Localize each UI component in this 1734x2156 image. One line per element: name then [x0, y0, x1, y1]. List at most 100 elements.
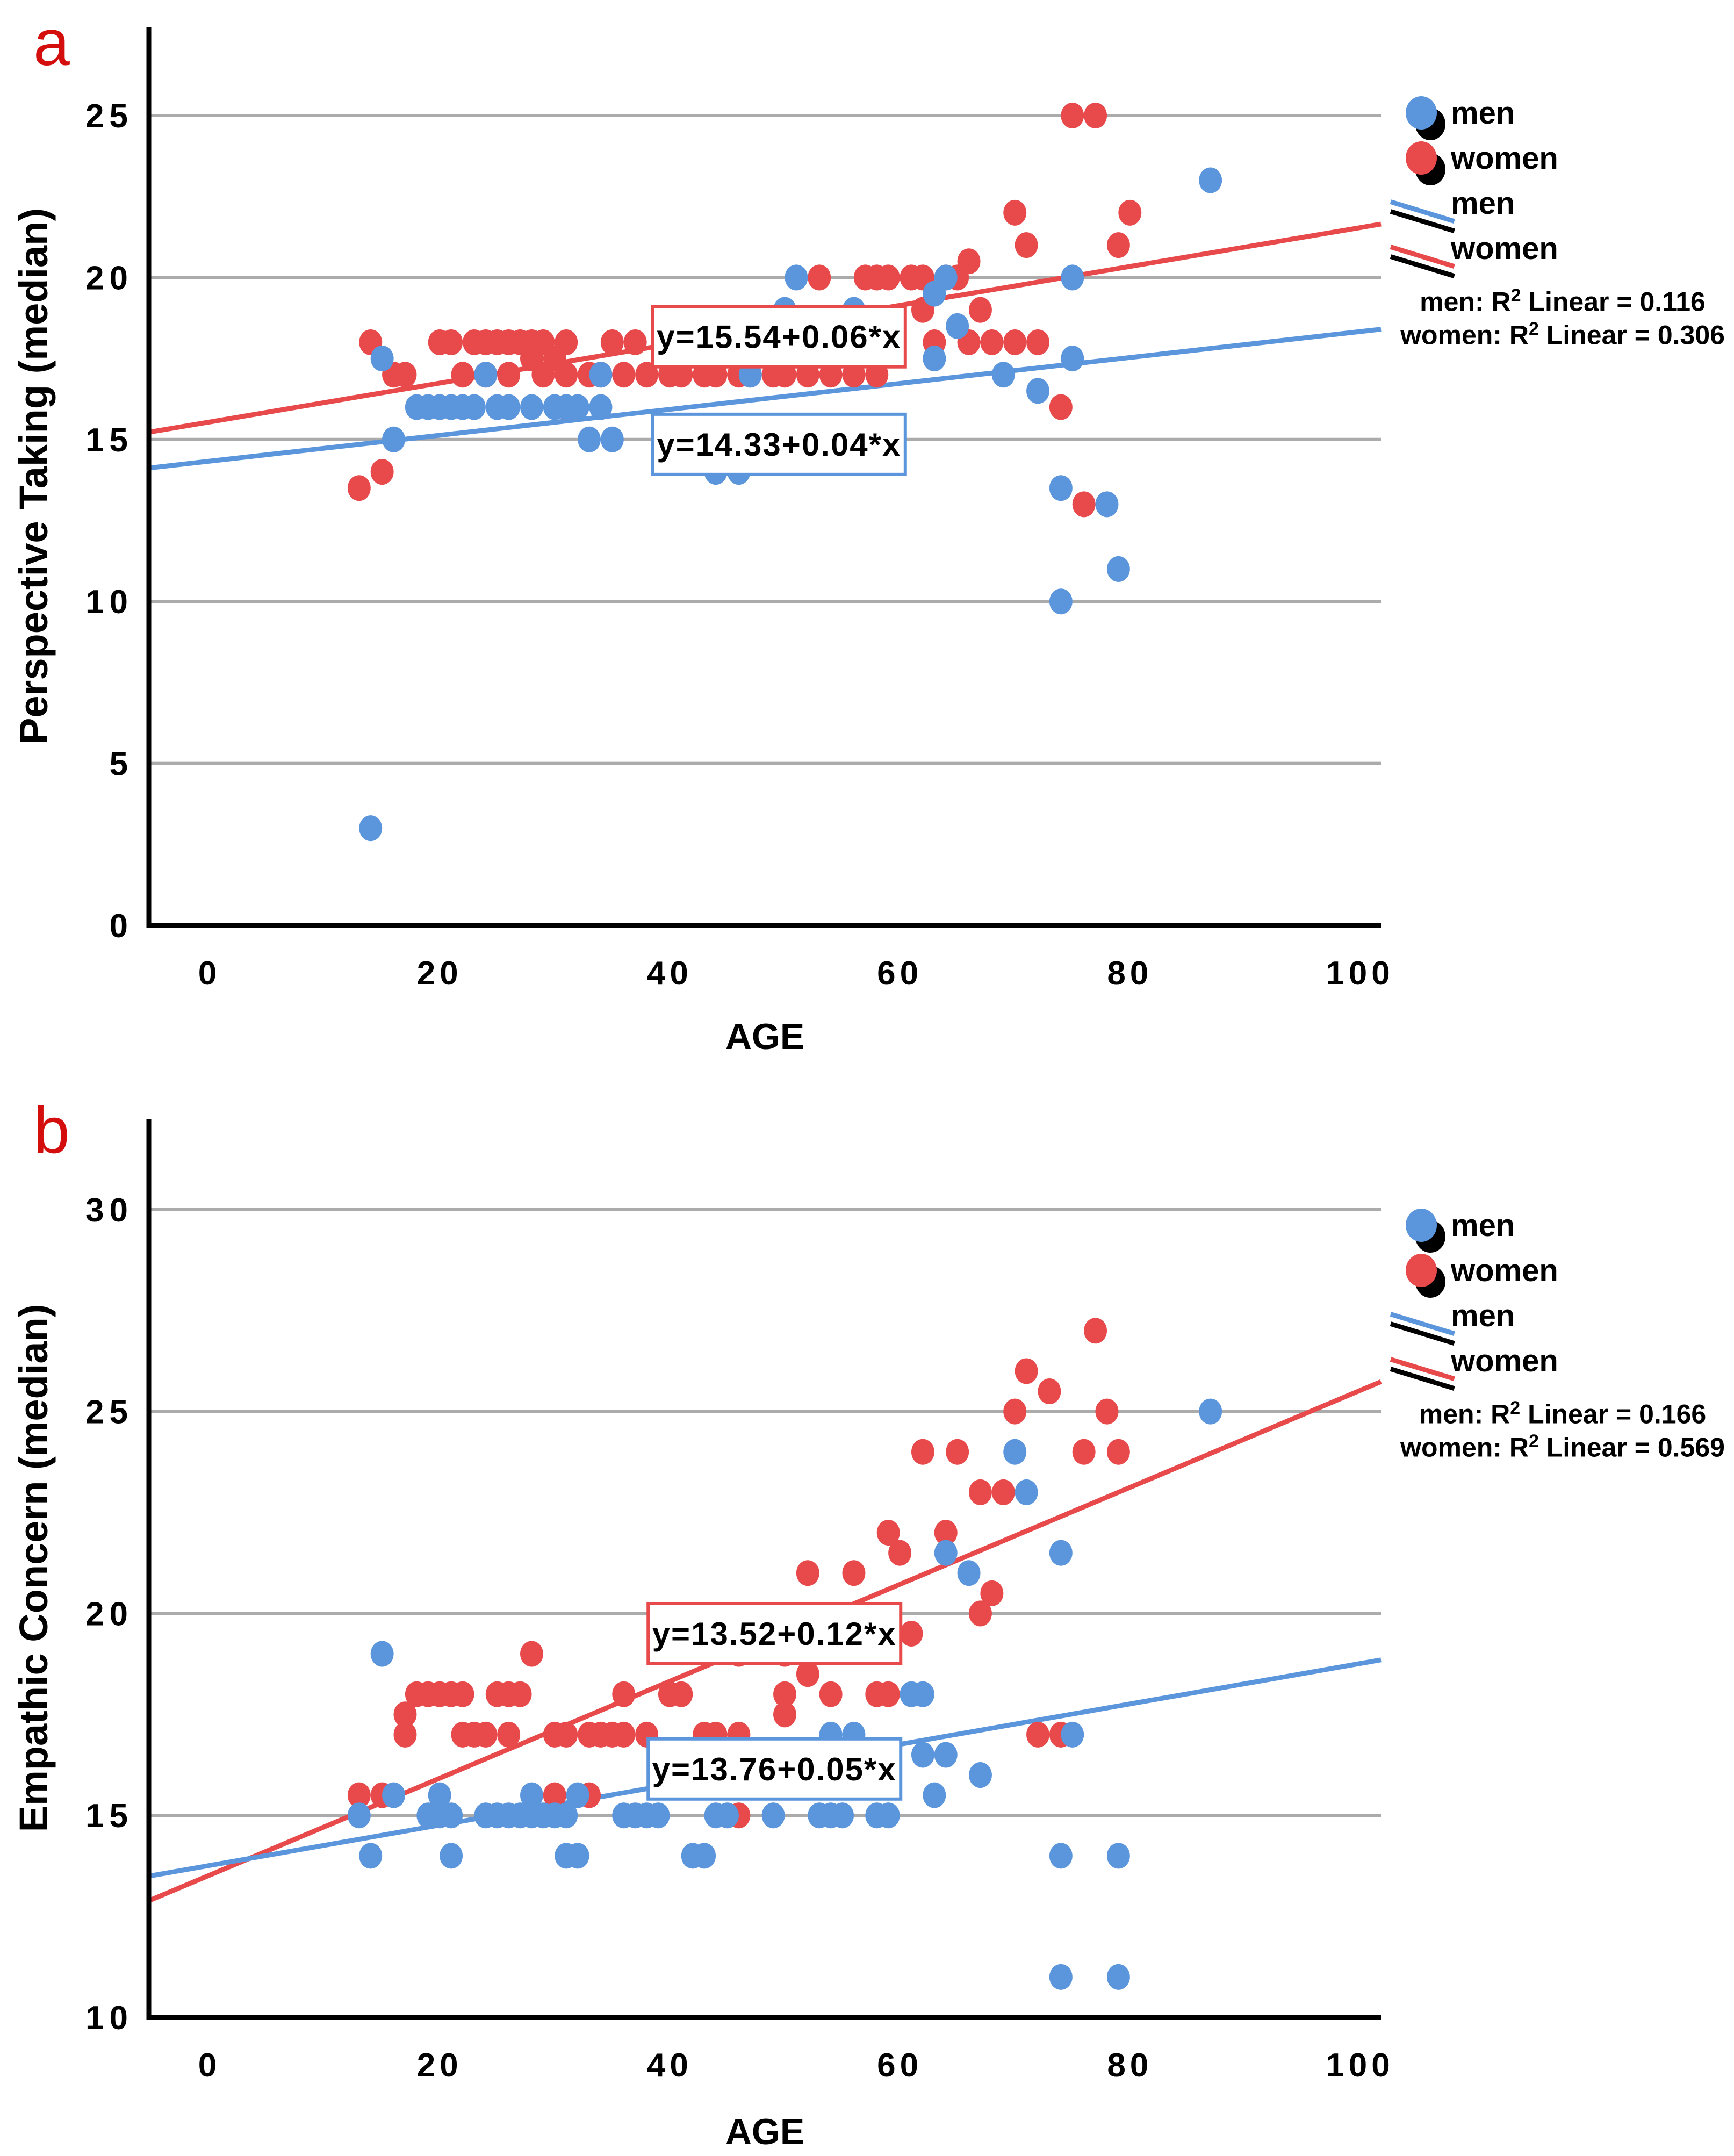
point-men — [497, 394, 521, 420]
point-men — [646, 1802, 670, 1829]
y-axis-title: Empathic Concern (median) — [11, 1304, 56, 1832]
point-men — [934, 264, 958, 291]
point-women — [612, 362, 636, 388]
r2-men: men: R2 Linear = 0.116 — [1420, 285, 1706, 317]
legend-entry-men-line: men — [1390, 1293, 1734, 1346]
legend-entry-men-dot: men — [1391, 90, 1734, 140]
x-axis-title: AGE — [725, 1016, 804, 1057]
women-line-icon — [1390, 229, 1455, 279]
equation-text-women: y=15.54+0.06*x — [657, 319, 901, 355]
equation-text-men: y=14.33+0.04*x — [657, 427, 901, 463]
point-men — [761, 1802, 785, 1829]
point-women — [1106, 232, 1130, 258]
legend-entry-men-dot: men — [1391, 1203, 1734, 1253]
point-women — [497, 362, 521, 388]
point-men — [1026, 378, 1050, 404]
point-men — [1061, 264, 1084, 291]
point-women — [911, 1439, 934, 1465]
legend-entry-women-dot: women — [1391, 135, 1734, 185]
point-men — [876, 1802, 900, 1829]
panel-b: y=13.52+0.12*x y=13.76+0.05*x 10 15 20 25 30 0 2… — [11, 1119, 1394, 2152]
point-men — [1199, 1398, 1222, 1425]
y-tick-label: 0 — [110, 908, 133, 945]
point-men — [1049, 475, 1073, 501]
x-tick-label: 80 — [1107, 2047, 1153, 2084]
equation-box-men — [651, 412, 907, 476]
x-tick-label: 0 — [198, 2047, 221, 2084]
x-axis-title: AGE — [725, 2111, 804, 2152]
point-men — [785, 264, 808, 291]
point-men — [946, 313, 969, 339]
point-women — [612, 1721, 636, 1748]
point-men — [440, 1802, 463, 1829]
y-axis-title: Perspective Taking (median) — [11, 208, 56, 744]
point-men — [991, 362, 1015, 388]
point-men — [968, 1762, 992, 1788]
legend-panel-a: men women men women men: R2 Linear = 0.1… — [1390, 90, 1734, 351]
point-women — [796, 1661, 819, 1687]
y-tick-label: 20 — [85, 1596, 133, 1633]
x-tick-label: 100 — [1326, 955, 1394, 992]
x-tick-label: 100 — [1326, 2047, 1394, 2084]
point-men — [589, 362, 613, 388]
point-women — [1084, 103, 1107, 128]
point-women — [876, 1520, 900, 1546]
women-dot-icon — [1391, 139, 1451, 185]
point-men — [370, 346, 394, 372]
legend-label: women — [1451, 140, 1558, 176]
point-men — [520, 394, 543, 420]
point-women — [957, 248, 981, 275]
point-men — [1106, 1843, 1130, 1869]
point-men — [1106, 556, 1130, 582]
point-men — [715, 1802, 739, 1829]
point-men — [1049, 588, 1073, 615]
point-men — [1003, 1439, 1027, 1465]
point-women — [1061, 103, 1084, 128]
point-women — [1049, 394, 1073, 420]
equation-box-women — [646, 1601, 903, 1665]
point-women — [1003, 1398, 1027, 1425]
point-men — [578, 426, 601, 452]
point-women — [555, 1721, 578, 1748]
point-men — [934, 1742, 958, 1768]
point-men — [1199, 167, 1222, 193]
x-tick-label: 40 — [647, 2047, 693, 2084]
point-men — [1061, 346, 1084, 372]
point-women — [968, 1600, 992, 1627]
point-men — [1049, 1964, 1073, 1990]
panel-a-label: a — [33, 6, 70, 79]
point-women — [1026, 329, 1050, 355]
point-women — [474, 1721, 498, 1748]
point-men — [957, 1560, 981, 1586]
x-tick-label: 40 — [647, 955, 693, 992]
point-women — [980, 1580, 1004, 1606]
point-women — [888, 1540, 912, 1566]
point-women — [347, 475, 371, 501]
point-men — [589, 394, 613, 420]
point-women — [600, 329, 624, 355]
point-men — [428, 1782, 451, 1808]
point-women — [393, 1701, 417, 1728]
point-women — [440, 329, 463, 355]
point-men — [382, 426, 406, 452]
point-women — [876, 1681, 900, 1707]
legend-entry-women-line: women — [1390, 1338, 1734, 1391]
point-women — [808, 264, 831, 291]
men-dot-icon — [1391, 94, 1451, 140]
women-line-icon — [1390, 1342, 1455, 1391]
point-women — [1038, 1378, 1061, 1405]
panel-b-label: b — [33, 1094, 70, 1167]
point-women — [1003, 329, 1027, 355]
point-women — [543, 1782, 566, 1808]
men-line-icon — [1390, 184, 1455, 234]
point-women — [819, 1681, 843, 1707]
point-men — [359, 815, 383, 842]
point-men — [370, 1641, 394, 1667]
point-men — [1015, 1479, 1038, 1505]
point-men — [831, 1802, 854, 1829]
y-tick-label: 30 — [85, 1192, 133, 1229]
y-tick-label: 10 — [85, 584, 133, 621]
r2-women: women: R2 Linear = 0.569 — [1400, 1431, 1725, 1463]
equation-box-women — [651, 305, 907, 369]
